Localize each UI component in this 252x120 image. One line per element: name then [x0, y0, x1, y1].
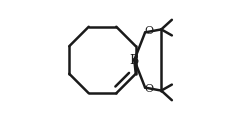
Text: O: O: [144, 84, 153, 94]
Text: O: O: [144, 26, 153, 36]
Text: B: B: [129, 54, 138, 66]
